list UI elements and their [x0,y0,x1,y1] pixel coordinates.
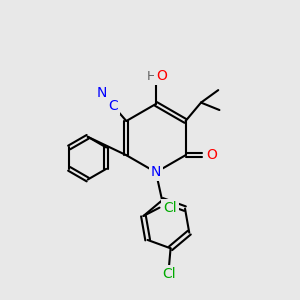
Text: O: O [157,69,167,83]
Text: N: N [97,86,107,100]
Text: Cl: Cl [162,267,176,281]
Text: O: O [206,148,217,162]
Text: H: H [147,70,156,83]
Text: N: N [151,165,161,179]
Text: C: C [108,99,118,112]
Text: Cl: Cl [164,201,177,214]
